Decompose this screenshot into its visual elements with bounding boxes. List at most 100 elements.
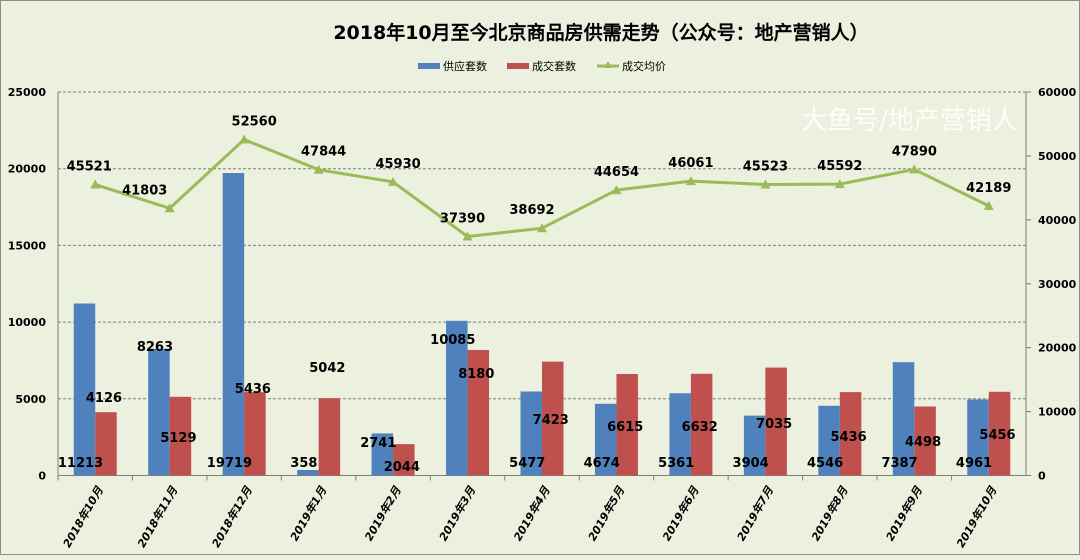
sales-bar: [690, 373, 713, 476]
price-marker: [983, 200, 994, 210]
price-data-label: 44654: [594, 165, 639, 180]
price-line: [90, 134, 994, 241]
legend-swatch: [507, 63, 529, 69]
right-axis-tick-label: 10000: [1038, 406, 1077, 419]
sales-data-label: 8180: [458, 367, 494, 382]
x-axis-tick-label: 2019年9月: [884, 484, 926, 544]
price-data-label: 47890: [892, 144, 937, 159]
sales-data-label: 6632: [682, 420, 718, 435]
sales-bar: [318, 398, 341, 476]
supply-bar: [371, 433, 394, 476]
legend-label: 成交套数: [532, 59, 576, 73]
price-marker: [388, 176, 399, 186]
data-labels: 11213 8263 19719 358 2741 10085 5477 4674 5361 39…: [58, 115, 1016, 475]
sales-data-label: 6615: [607, 420, 643, 435]
sales-bar: [765, 367, 787, 476]
legend-label: 供应套数: [443, 59, 487, 73]
x-axis-tick-label: 2019年2月: [362, 484, 404, 544]
sales-data-label: 5129: [160, 431, 196, 446]
price-data-label: 37390: [440, 212, 485, 227]
sales-bar: [839, 392, 862, 476]
legend: 供应套数 成交套数 成交均价: [418, 59, 666, 73]
right-axis-tick-label: 0: [1038, 470, 1046, 483]
supply-bar: [520, 391, 542, 476]
price-data-label: 45521: [67, 160, 112, 175]
left-axis-tick-label: 20000: [8, 163, 47, 176]
price-marker: [834, 179, 845, 189]
price-marker: [909, 164, 920, 174]
supply-data-label: 5477: [509, 456, 545, 471]
price-data-label: 38692: [509, 203, 554, 218]
right-axis-tick-label: 20000: [1038, 342, 1077, 355]
supply-bar: [148, 348, 170, 476]
price-marker: [537, 223, 547, 233]
sales-bar: [988, 391, 1011, 476]
price-data-label: 42189: [966, 181, 1011, 196]
supply-data-label: 5361: [658, 456, 694, 471]
price-data-label: 47844: [301, 145, 346, 160]
supply-data-label: 4546: [807, 456, 843, 471]
sales-bar: [616, 374, 638, 476]
sales-data-label: 5042: [309, 361, 345, 376]
supply-data-label: 2741: [360, 436, 396, 451]
x-axis-tick-label: 2019年6月: [660, 484, 702, 544]
price-data-label: 46061: [668, 156, 713, 171]
sales-data-label: 5436: [235, 382, 271, 397]
bars: [73, 173, 1011, 476]
supply-data-label: 3904: [733, 456, 769, 471]
supply-data-label: 10085: [430, 333, 475, 348]
supply-data-label: 4674: [584, 456, 620, 471]
supply-bar: [222, 173, 245, 476]
x-axis-tick-label: 2019年10月: [954, 484, 1000, 550]
price-data-label: 52560: [232, 115, 277, 130]
x-axis-tick-label: 2018年11月: [135, 484, 181, 550]
left-axis-tick-label: 25000: [8, 86, 47, 99]
supply-data-label: 7387: [881, 456, 917, 471]
gridlines: [58, 91, 1026, 400]
price-data-label: 41803: [122, 183, 167, 198]
x-axis-tick-label: 2019年3月: [437, 484, 479, 544]
supply-bar: [818, 405, 840, 476]
left-axis-tick-label: 0: [38, 470, 46, 483]
sales-data-label: 4498: [905, 435, 941, 450]
sales-bar: [542, 361, 564, 476]
sales-bar: [914, 406, 936, 476]
x-axis-tick-label: 2019年5月: [586, 484, 628, 544]
legend-label: 成交均价: [622, 59, 666, 73]
sales-bar: [95, 412, 117, 476]
x-axis-tick-label: 2018年10月: [61, 484, 107, 550]
price-data-label: 45592: [817, 159, 862, 174]
price-data-label: 45930: [375, 157, 420, 172]
right-axis-tick-label: 40000: [1038, 214, 1077, 227]
supply-data-label: 19719: [207, 456, 252, 471]
sales-data-label: 2044: [384, 460, 420, 475]
supply-data-label: 4961: [956, 456, 992, 471]
sales-data-label: 7423: [533, 413, 569, 428]
chart-title: 2018年10月至今北京商品房供需走势（公众号：地产营销人）: [333, 21, 868, 44]
supply-data-label: 11213: [58, 456, 103, 471]
price-marker: [462, 231, 473, 241]
price-marker: [164, 203, 175, 213]
sales-bar: [169, 396, 192, 476]
sales-bar: [467, 350, 490, 476]
supply-bar: [669, 393, 691, 476]
left-axis-tick-label: 10000: [8, 316, 47, 329]
left-axis-tick-label: 15000: [8, 239, 47, 252]
x-axis-tick-label: 2019年1月: [288, 484, 330, 544]
legend-marker-icon: [604, 61, 612, 68]
x-axis-tick-label: 2018年12月: [210, 484, 256, 550]
supply-data-label: 358: [290, 456, 317, 471]
right-axis-tick-label: 60000: [1038, 86, 1077, 99]
supply-bar: [297, 470, 319, 476]
supply-bar: [594, 403, 617, 476]
supply-bar: [743, 415, 766, 476]
legend-swatch: [418, 63, 440, 69]
sales-data-label: 5436: [831, 430, 867, 445]
right-axis-tick-label: 30000: [1038, 278, 1077, 291]
sales-bar: [393, 444, 415, 476]
left-axis-tick-label: 5000: [15, 393, 46, 406]
price-marker: [760, 179, 771, 189]
watermark: 大鱼号/地产营销人: [801, 106, 1018, 136]
